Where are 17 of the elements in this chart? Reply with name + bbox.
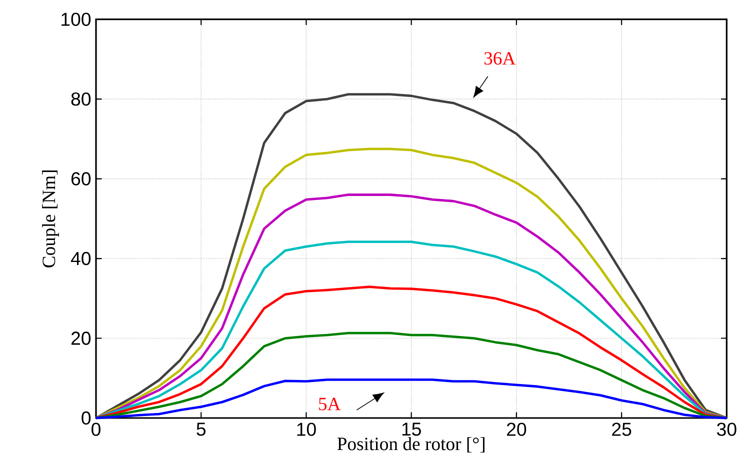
y-tick-label: 40 [70,252,91,266]
y-tick-label: 0 [82,411,91,425]
y-axis-title: Couple [Nm] [42,170,59,268]
x-tick-label: 20 [507,422,526,436]
x-tick-label: 25 [612,422,632,436]
y-tick-label: 60 [71,172,91,186]
y-tick-label: 20 [71,332,91,345]
x-tick-label: 5 [196,422,206,436]
annotation: 36A [484,52,516,65]
x-axis-title: Position de rotor [°] [337,437,484,453]
x-tick-label: 10 [297,422,316,436]
annotation: 5A [319,398,341,410]
x-tick-label: 30 [717,422,736,436]
x-tick-label: 0 [92,422,100,436]
y-tick-label: 100 [62,12,91,26]
y-tick-label: 80 [71,92,91,106]
x-tick-label: 15 [402,422,421,436]
